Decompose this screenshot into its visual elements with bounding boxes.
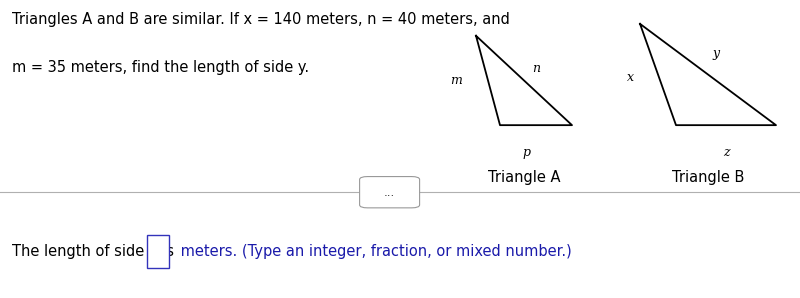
Text: z: z <box>723 146 730 159</box>
Text: Triangles A and B are similar. If x = 140 meters, n = 40 meters, and: Triangles A and B are similar. If x = 14… <box>12 12 510 27</box>
Text: n: n <box>532 62 540 75</box>
Text: p: p <box>522 146 530 159</box>
Text: m: m <box>450 74 462 87</box>
Text: ...: ... <box>384 186 395 199</box>
FancyBboxPatch shape <box>359 176 419 208</box>
Text: x: x <box>627 71 634 84</box>
Text: The length of side y is: The length of side y is <box>12 244 174 259</box>
FancyBboxPatch shape <box>147 235 170 268</box>
Text: Triangle A: Triangle A <box>488 170 560 185</box>
Text: Triangle B: Triangle B <box>672 170 744 185</box>
Text: y: y <box>713 46 719 60</box>
Text: m = 35 meters, find the length of side y.: m = 35 meters, find the length of side y… <box>12 60 309 74</box>
Text: meters. (Type an integer, fraction, or mixed number.): meters. (Type an integer, fraction, or m… <box>176 244 571 259</box>
